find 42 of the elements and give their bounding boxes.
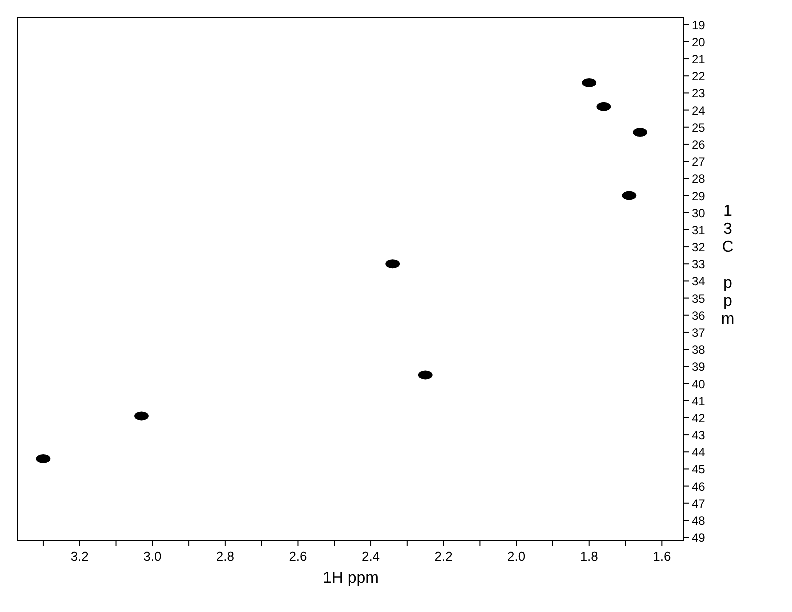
y-tick-label: 45 — [692, 462, 706, 477]
y-tick-label: 24 — [692, 104, 706, 118]
y-tick-label: 30 — [692, 206, 706, 220]
y-tick-label: 44 — [692, 446, 706, 460]
x-tick-label: 3.0 — [144, 549, 162, 564]
y-tick-label: 22 — [692, 70, 706, 84]
y-tick-label: 46 — [692, 480, 706, 494]
x-tick-label: 3.2 — [70, 549, 89, 564]
x-tick-label: 1.6 — [653, 549, 672, 564]
x-tick-label: 2.0 — [508, 549, 526, 564]
y-tick-label: 25 — [692, 120, 706, 135]
y-tick-label: 19 — [692, 18, 706, 32]
y-tick-label: 38 — [692, 343, 706, 358]
y-tick-label: 33 — [692, 258, 706, 272]
y-tick-label: 39 — [692, 360, 706, 374]
y-tick-label: 26 — [692, 138, 706, 152]
x-tick-label: 2.6 — [289, 549, 308, 564]
y-tick-label: 41 — [692, 394, 706, 408]
y-tick-label: 31 — [692, 223, 706, 238]
y-tick-label: 29 — [692, 189, 706, 204]
y-tick-label: 34 — [692, 274, 706, 289]
y-tick-label: 36 — [692, 308, 706, 323]
y-tick-label: 20 — [692, 35, 706, 50]
y-tick-label: 23 — [692, 86, 706, 101]
y-tick-label: 21 — [692, 52, 706, 67]
y-tick-label: 37 — [692, 326, 706, 340]
x-tick-label: 2.4 — [362, 549, 380, 564]
y-tick-label: 48 — [692, 514, 706, 528]
y-tick-label: 32 — [692, 240, 706, 255]
x-axis-title: 1H ppm — [322, 570, 380, 587]
x-tick-label: 2.2 — [434, 549, 453, 564]
y-axis-title: 13C ppm — [721, 203, 735, 328]
y-tick-label: 49 — [692, 531, 706, 546]
x-tick-label: 2.8 — [216, 549, 234, 564]
y-tick-label: 27 — [692, 155, 706, 170]
y-tick-label: 35 — [692, 292, 706, 306]
y-tick-label: 42 — [692, 411, 706, 426]
x-tick-label: 1.8 — [580, 549, 598, 564]
y-tick-label: 40 — [692, 377, 706, 392]
y-tick-label: 47 — [692, 496, 706, 511]
y-tick-label: 28 — [692, 172, 706, 186]
y-tick-label: 43 — [692, 428, 706, 443]
